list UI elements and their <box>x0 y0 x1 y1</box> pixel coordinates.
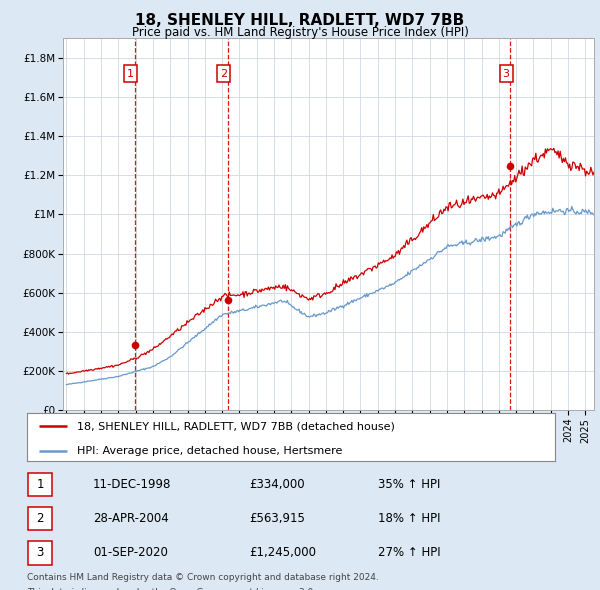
Text: 18, SHENLEY HILL, RADLETT, WD7 7BB: 18, SHENLEY HILL, RADLETT, WD7 7BB <box>136 13 464 28</box>
Text: 28-APR-2004: 28-APR-2004 <box>93 512 169 525</box>
Text: 18% ↑ HPI: 18% ↑ HPI <box>378 512 440 525</box>
Text: £334,000: £334,000 <box>249 478 305 491</box>
Text: 1: 1 <box>37 478 44 491</box>
Text: 1: 1 <box>127 68 134 78</box>
Text: 2: 2 <box>220 68 227 78</box>
Text: 27% ↑ HPI: 27% ↑ HPI <box>378 546 440 559</box>
Text: £563,915: £563,915 <box>249 512 305 525</box>
Text: 35% ↑ HPI: 35% ↑ HPI <box>378 478 440 491</box>
Text: £1,245,000: £1,245,000 <box>249 546 316 559</box>
Text: 01-SEP-2020: 01-SEP-2020 <box>93 546 168 559</box>
Text: 2: 2 <box>37 512 44 525</box>
Text: Contains HM Land Registry data © Crown copyright and database right 2024.: Contains HM Land Registry data © Crown c… <box>27 573 379 582</box>
Text: Price paid vs. HM Land Registry's House Price Index (HPI): Price paid vs. HM Land Registry's House … <box>131 26 469 39</box>
Text: This data is licensed under the Open Government Licence v3.0.: This data is licensed under the Open Gov… <box>27 588 316 590</box>
Text: 18, SHENLEY HILL, RADLETT, WD7 7BB (detached house): 18, SHENLEY HILL, RADLETT, WD7 7BB (deta… <box>77 421 395 431</box>
Text: 3: 3 <box>37 546 44 559</box>
Text: 11-DEC-1998: 11-DEC-1998 <box>93 478 172 491</box>
Text: 3: 3 <box>503 68 509 78</box>
Text: HPI: Average price, detached house, Hertsmere: HPI: Average price, detached house, Hert… <box>77 445 343 455</box>
